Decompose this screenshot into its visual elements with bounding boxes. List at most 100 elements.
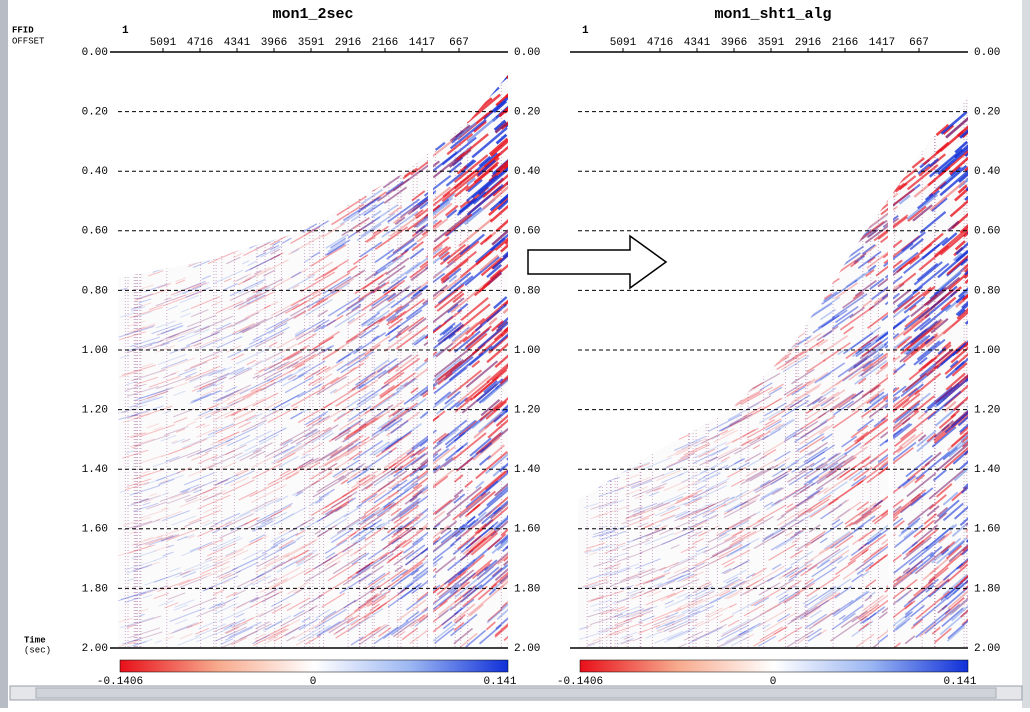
- trace-event: [809, 498, 839, 518]
- trace-event: [916, 189, 940, 210]
- trace-event: [170, 488, 198, 500]
- trace-event: [148, 375, 181, 388]
- trace-event: [710, 553, 730, 564]
- trace-event: [336, 514, 366, 534]
- trace-event: [160, 445, 192, 458]
- trace-event: [482, 183, 508, 210]
- trace-event: [824, 389, 846, 404]
- trace-event: [168, 445, 192, 455]
- trace-event: [746, 395, 772, 410]
- trace-event: [202, 561, 222, 571]
- trace-event: [878, 611, 888, 619]
- trace-event: [411, 334, 426, 346]
- offset-tick-label: 667: [449, 37, 469, 49]
- trace-event: [661, 530, 695, 545]
- trace-event: [477, 159, 496, 177]
- trace-event: [310, 493, 348, 517]
- trace-event: [202, 424, 211, 429]
- trace-event: [399, 584, 421, 600]
- trace-event: [934, 627, 952, 644]
- trace-event: [709, 590, 734, 604]
- trace-event: [848, 466, 868, 481]
- trace-event: [393, 452, 415, 469]
- trace-event: [401, 539, 413, 549]
- trace-event: [290, 271, 302, 279]
- trace-event: [890, 288, 912, 306]
- trace-event: [377, 265, 406, 286]
- trace-event: [747, 397, 784, 419]
- trace-event: [665, 610, 701, 627]
- trace-event: [296, 480, 319, 495]
- trace-event: [866, 524, 889, 542]
- trace-event: [495, 209, 508, 233]
- trace-event: [176, 536, 188, 542]
- trace-event: [381, 402, 418, 429]
- trace-event: [731, 518, 764, 537]
- trace-event: [648, 491, 660, 497]
- trace-event: [258, 427, 287, 443]
- trace-event: [786, 380, 812, 397]
- trace-event: [251, 463, 282, 480]
- trace-event: [735, 461, 750, 471]
- trace-event: [436, 571, 467, 596]
- trace-event: [838, 614, 846, 621]
- trace-event: [444, 442, 469, 462]
- trace-event: [750, 602, 782, 622]
- trace-event: [773, 361, 781, 367]
- trace-event: [391, 569, 409, 583]
- trace-event: [387, 582, 423, 608]
- trace-event: [607, 552, 628, 561]
- trace-event: [348, 450, 363, 461]
- trace-event: [676, 438, 707, 453]
- trace-event: [377, 470, 408, 492]
- trace-event: [390, 298, 425, 324]
- trace-event: [409, 486, 430, 502]
- trace-event: [270, 618, 301, 636]
- trace-event: [242, 549, 264, 561]
- trace-event: [119, 490, 126, 493]
- trace-event: [504, 402, 508, 414]
- trace-event: [359, 241, 383, 258]
- trace-event: [339, 573, 372, 594]
- trace-event: [383, 357, 421, 385]
- trace-event: [841, 435, 858, 448]
- trace-event: [720, 417, 748, 432]
- trace-event: [471, 360, 481, 368]
- trace-event: [503, 540, 508, 562]
- trace-event: [690, 502, 726, 520]
- trace-event: [448, 274, 458, 283]
- trace-event: [215, 622, 241, 635]
- trace-event: [722, 569, 748, 583]
- trace-event: [853, 355, 869, 368]
- trace-event: [697, 525, 721, 537]
- trace-event: [834, 535, 854, 549]
- trace-event: [244, 444, 257, 452]
- trace-event: [893, 363, 906, 374]
- trace-event: [294, 458, 314, 471]
- trace-event: [923, 513, 938, 525]
- trace-event: [175, 279, 186, 285]
- trace-event: [273, 390, 307, 410]
- trace-event: [950, 603, 968, 622]
- trace-event: [177, 636, 200, 646]
- trace-event: [936, 441, 968, 472]
- trace-event: [494, 222, 508, 251]
- trace-event: [254, 287, 276, 299]
- trace-event: [798, 462, 815, 474]
- trace-event: [945, 372, 966, 391]
- trace-event: [436, 419, 468, 445]
- trace-event: [470, 470, 507, 502]
- trace-event: [365, 571, 391, 590]
- trace-event: [872, 642, 880, 648]
- trace-event: [126, 615, 162, 628]
- trace-event: [213, 477, 231, 486]
- trace-event: [942, 502, 964, 522]
- trace-event: [338, 463, 365, 481]
- trace-event: [818, 460, 847, 480]
- trace-event: [610, 566, 621, 571]
- trace-event: [394, 292, 423, 314]
- trace-event: [347, 607, 384, 633]
- trace-event: [628, 464, 644, 472]
- scroll-thumb[interactable]: [35, 687, 997, 699]
- trace-event: [777, 578, 795, 590]
